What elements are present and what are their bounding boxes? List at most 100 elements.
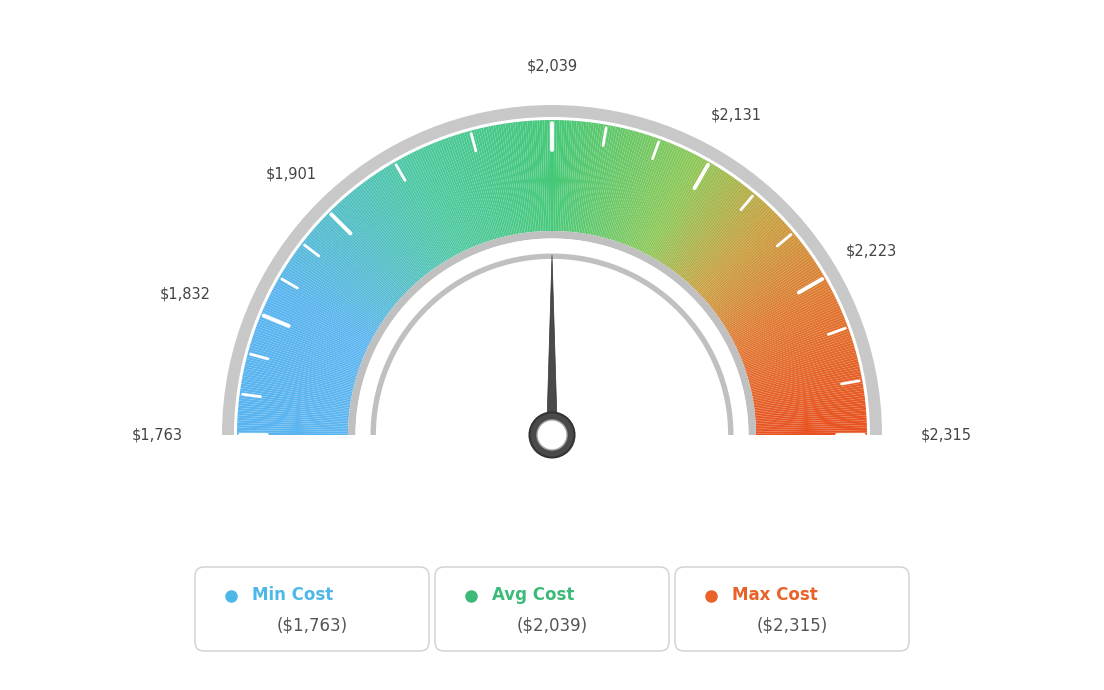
Wedge shape [379,170,442,264]
Wedge shape [722,260,815,323]
Text: $1,832: $1,832 [160,286,211,302]
Wedge shape [662,170,725,264]
Wedge shape [423,147,469,249]
Wedge shape [576,122,592,233]
Wedge shape [241,386,350,404]
Wedge shape [705,227,790,302]
Wedge shape [534,120,542,231]
Wedge shape [512,122,528,233]
Wedge shape [570,121,582,232]
Wedge shape [616,136,654,242]
Wedge shape [751,364,859,391]
Wedge shape [247,354,354,384]
Wedge shape [490,126,513,235]
Wedge shape [406,155,459,254]
Wedge shape [248,347,357,380]
Wedge shape [740,310,842,355]
Wedge shape [713,242,803,311]
Wedge shape [723,264,818,326]
Wedge shape [647,157,701,255]
Wedge shape [626,141,668,246]
Wedge shape [257,322,362,363]
Wedge shape [686,197,761,282]
Wedge shape [666,173,729,266]
Wedge shape [755,413,867,422]
Wedge shape [612,134,647,241]
Wedge shape [587,125,608,235]
Wedge shape [238,405,349,417]
Wedge shape [369,177,435,269]
Wedge shape [672,180,740,271]
Wedge shape [237,433,348,435]
Wedge shape [455,135,490,241]
Wedge shape [287,262,382,324]
Wedge shape [750,357,858,386]
Wedge shape [275,284,373,338]
Wedge shape [461,132,495,239]
Wedge shape [659,166,719,262]
Wedge shape [693,207,772,288]
Wedge shape [237,428,348,432]
Wedge shape [481,128,508,236]
Wedge shape [392,163,449,259]
Wedge shape [753,378,862,400]
Wedge shape [237,430,348,433]
Wedge shape [721,258,814,322]
Wedge shape [371,176,436,268]
Wedge shape [756,433,867,435]
Wedge shape [309,233,396,305]
Wedge shape [719,254,811,319]
Wedge shape [390,164,448,260]
Wedge shape [436,141,478,246]
Wedge shape [256,324,361,364]
Wedge shape [585,124,606,234]
Wedge shape [373,175,437,267]
Wedge shape [331,209,410,290]
Wedge shape [654,161,710,259]
Wedge shape [244,368,352,393]
Wedge shape [383,168,444,263]
Wedge shape [506,123,523,233]
Wedge shape [755,403,866,416]
Wedge shape [394,161,450,259]
Wedge shape [701,219,784,297]
Wedge shape [606,131,637,239]
Wedge shape [741,315,843,358]
Wedge shape [702,221,785,297]
Wedge shape [268,297,369,346]
Wedge shape [746,340,853,375]
Wedge shape [756,428,867,432]
Wedge shape [502,124,522,233]
Wedge shape [563,121,572,231]
Wedge shape [755,400,866,414]
Wedge shape [464,132,497,239]
Wedge shape [348,231,756,435]
Wedge shape [269,294,370,345]
Wedge shape [753,383,863,403]
Wedge shape [237,413,349,422]
Wedge shape [754,386,863,404]
Wedge shape [457,134,492,241]
Wedge shape [728,275,825,333]
Wedge shape [351,190,423,278]
Circle shape [537,420,567,450]
Wedge shape [649,158,703,256]
Wedge shape [552,120,554,231]
Wedge shape [348,194,421,280]
Wedge shape [240,391,350,408]
Wedge shape [314,227,399,302]
Wedge shape [755,405,866,417]
Wedge shape [301,242,391,311]
Wedge shape [582,124,602,233]
Wedge shape [544,120,549,231]
Wedge shape [682,193,755,279]
Wedge shape [530,121,539,232]
Wedge shape [312,228,397,302]
Wedge shape [518,121,531,233]
Wedge shape [259,317,363,360]
Text: ($2,039): ($2,039) [517,616,587,635]
Wedge shape [496,125,517,235]
Wedge shape [715,246,806,314]
Wedge shape [284,268,379,328]
Wedge shape [562,120,570,231]
